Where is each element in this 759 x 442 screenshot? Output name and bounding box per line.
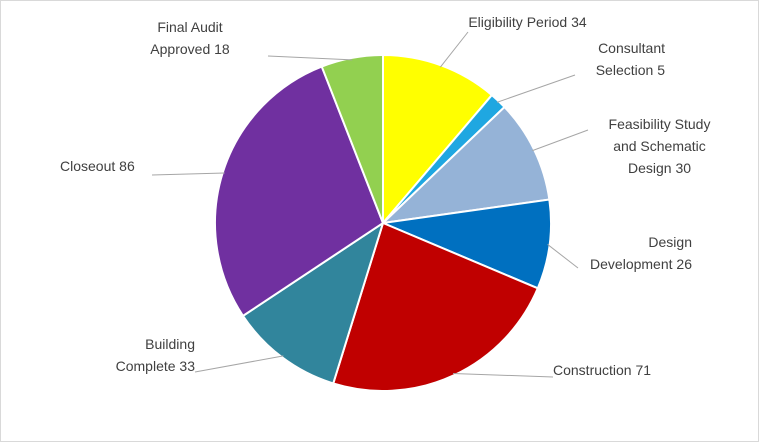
data-label: Consultant Selection 5 bbox=[560, 37, 665, 81]
data-label: Final Audit Approved 18 bbox=[130, 16, 250, 60]
data-label: Design Development 26 bbox=[572, 231, 692, 275]
label-category: Eligibility Period bbox=[468, 14, 568, 30]
pie-slice bbox=[214, 65, 385, 318]
label-value: 18 bbox=[214, 41, 230, 57]
leader-line bbox=[151, 172, 225, 176]
label-category: Feasibility Study and Schematic Design bbox=[608, 116, 711, 176]
leader-line bbox=[194, 355, 284, 373]
data-label: Construction 71 bbox=[553, 359, 693, 381]
label-value: 5 bbox=[657, 62, 665, 78]
leader-line bbox=[532, 129, 589, 152]
label-value: 26 bbox=[676, 256, 692, 272]
pie-slice bbox=[331, 221, 540, 392]
label-value: 33 bbox=[179, 358, 195, 374]
label-value: 86 bbox=[119, 158, 135, 174]
data-label: Feasibility Study and Schematic Design 3… bbox=[597, 113, 722, 179]
pie-slice bbox=[379, 198, 552, 290]
label-category: Design Development bbox=[590, 234, 692, 272]
label-value: 30 bbox=[675, 160, 692, 176]
leader-line bbox=[439, 31, 469, 68]
leader-line bbox=[453, 373, 554, 378]
label-value: 34 bbox=[571, 14, 587, 30]
data-label: Closeout 86 bbox=[60, 155, 170, 177]
label-value: 71 bbox=[635, 362, 652, 378]
label-category: Closeout bbox=[60, 158, 116, 174]
label-category: Building Complete bbox=[115, 336, 195, 374]
label-category: Construction bbox=[553, 362, 632, 378]
label-category: Final Audit Approved bbox=[150, 19, 223, 57]
leader-line bbox=[547, 244, 579, 269]
data-label: Building Complete 33 bbox=[90, 333, 195, 377]
leader-line bbox=[267, 55, 353, 61]
pie-slice bbox=[382, 53, 494, 226]
leader-line bbox=[496, 74, 576, 103]
pie-slice bbox=[241, 220, 385, 385]
pie-slice bbox=[320, 53, 384, 224]
data-label: Eligibility Period 34 bbox=[445, 11, 610, 33]
label-category: Consultant Selection bbox=[595, 40, 665, 78]
